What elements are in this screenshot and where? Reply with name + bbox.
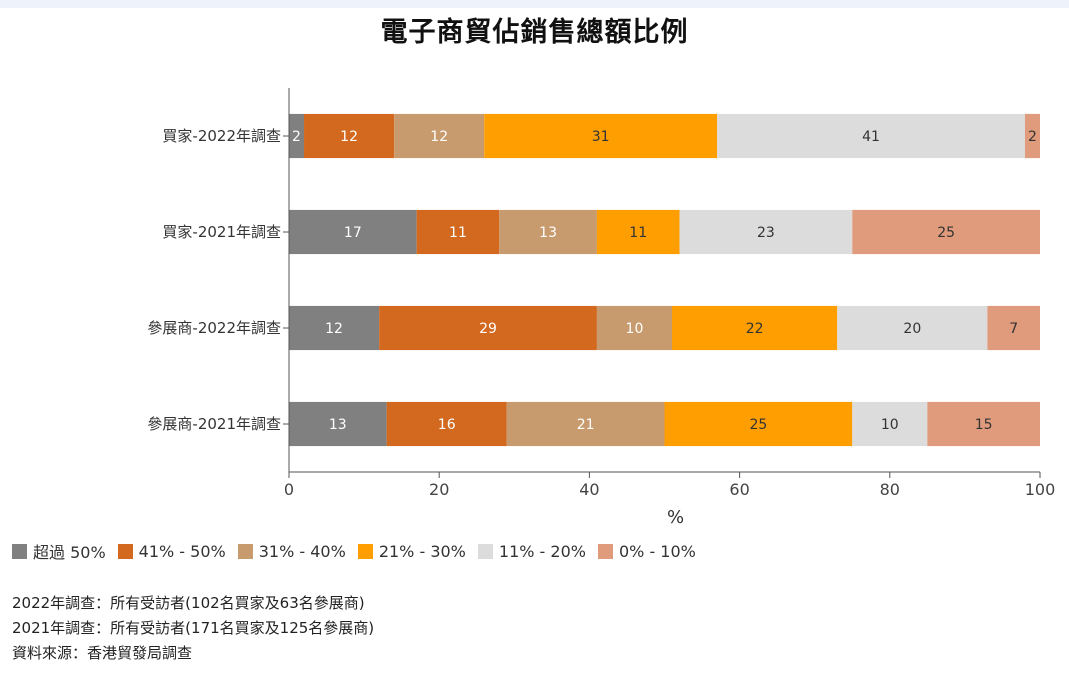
footnote-source: 資料來源：香港貿發局調查 xyxy=(12,644,193,662)
bar-segment xyxy=(289,113,305,159)
legend-item: 31% - 40% xyxy=(237,541,346,561)
bar-segment xyxy=(506,401,665,447)
data-label: 25 xyxy=(749,417,767,433)
bar-segment xyxy=(596,209,680,255)
legend-swatch xyxy=(237,543,253,559)
data-label: 41 xyxy=(862,129,880,145)
x-axis-title: % xyxy=(667,507,684,528)
data-label: 29 xyxy=(479,321,497,337)
legend-label: 31% - 40% xyxy=(258,541,346,561)
category-label: 買家-2021年調查 xyxy=(162,223,281,241)
legend-item: 21% - 30% xyxy=(357,541,466,561)
data-label: 16 xyxy=(438,417,456,433)
bar-segment xyxy=(289,401,387,447)
legend-swatch xyxy=(12,543,27,559)
bar-segment xyxy=(672,305,838,351)
data-label: 10 xyxy=(881,417,899,433)
legend-label: 超過 50% xyxy=(33,543,106,562)
footnotes: 2022年調查：所有受訪者(102名買家及63名參展商) 2021年調查：所有受… xyxy=(12,591,374,666)
bar-segment xyxy=(499,209,597,255)
footnote-2021: 2021年調查：所有受訪者(171名買家及125名參展商) xyxy=(12,619,375,637)
bar-segment xyxy=(289,209,417,255)
bar-segment xyxy=(679,209,853,255)
legend-item: 41% - 50% xyxy=(117,541,226,561)
data-label: 13 xyxy=(539,225,557,241)
top-strip xyxy=(0,0,1069,8)
data-label: 12 xyxy=(325,321,343,337)
legend-label: 21% - 30% xyxy=(378,541,466,561)
legend-swatch xyxy=(477,543,493,559)
bar-segment xyxy=(386,401,507,447)
legend-item: 11% - 20% xyxy=(477,541,586,561)
data-label: 15 xyxy=(975,417,993,433)
chart-title: 電子商貿佔銷售總額比例 xyxy=(380,17,689,48)
legend-label: 0% - 10% xyxy=(618,541,696,561)
x-tick-label: 80 xyxy=(880,480,900,499)
data-label: 11 xyxy=(449,225,467,241)
bar-segment xyxy=(596,305,673,351)
chart-legend: 超過 50% 41% - 50% 31% - 40% 21% - 30% 11% - 2… xyxy=(12,540,708,562)
legend-label: 41% - 50% xyxy=(138,541,226,561)
legend-swatch xyxy=(117,543,133,559)
data-label: 2 xyxy=(292,129,301,145)
category-label: 參展商-2021年調查 xyxy=(147,415,281,433)
category-label: 參展商-2022年調查 xyxy=(147,319,281,337)
data-label: 13 xyxy=(329,417,347,433)
data-label: 2 xyxy=(1028,129,1037,145)
bar-segment xyxy=(484,113,718,159)
bar-segment xyxy=(837,305,988,351)
x-tick-label: 40 xyxy=(579,480,599,499)
data-label: 25 xyxy=(937,225,955,241)
data-label: 10 xyxy=(626,321,644,337)
bar-segment xyxy=(927,401,1040,447)
bar-segment xyxy=(664,401,853,447)
data-label: 21 xyxy=(577,417,595,433)
bar-segment xyxy=(304,113,395,159)
category-label: 買家-2022年調查 xyxy=(162,127,281,145)
legend-swatch xyxy=(597,543,613,559)
x-tick-label: 100 xyxy=(1025,480,1056,499)
bar-segment xyxy=(379,305,597,351)
legend-label: 11% - 20% xyxy=(498,541,586,561)
bar-segment xyxy=(987,305,1040,351)
data-label: 17 xyxy=(344,225,362,241)
x-tick-label: 0 xyxy=(284,480,294,499)
data-label: 22 xyxy=(746,321,764,337)
data-label: 12 xyxy=(340,129,358,145)
data-label: 11 xyxy=(629,225,647,241)
x-tick-label: 20 xyxy=(429,480,449,499)
legend-item: 超過 50% xyxy=(12,539,106,563)
legend-swatch xyxy=(357,543,373,559)
data-label: 31 xyxy=(592,129,610,145)
bar-segment xyxy=(394,113,485,159)
data-label: 23 xyxy=(757,225,775,241)
bar-segment xyxy=(717,113,1025,159)
data-label: 20 xyxy=(903,321,921,337)
bar-segment xyxy=(852,401,928,447)
bar-segment xyxy=(852,209,1040,255)
footnote-2022: 2022年調查：所有受訪者(102名買家及63名參展商) xyxy=(12,594,365,612)
legend-item: 0% - 10% xyxy=(597,541,696,561)
bar-segment xyxy=(1024,113,1040,159)
bar-segment xyxy=(416,209,500,255)
data-label: 7 xyxy=(1009,321,1018,337)
data-label: 12 xyxy=(430,129,448,145)
bar-segment xyxy=(289,305,380,351)
x-tick-label: 60 xyxy=(729,480,749,499)
